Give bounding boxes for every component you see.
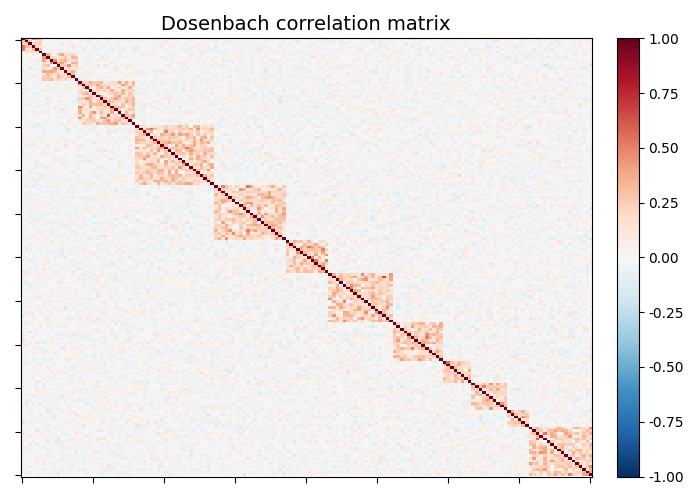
Title: Dosenbach correlation matrix: Dosenbach correlation matrix <box>161 15 451 34</box>
